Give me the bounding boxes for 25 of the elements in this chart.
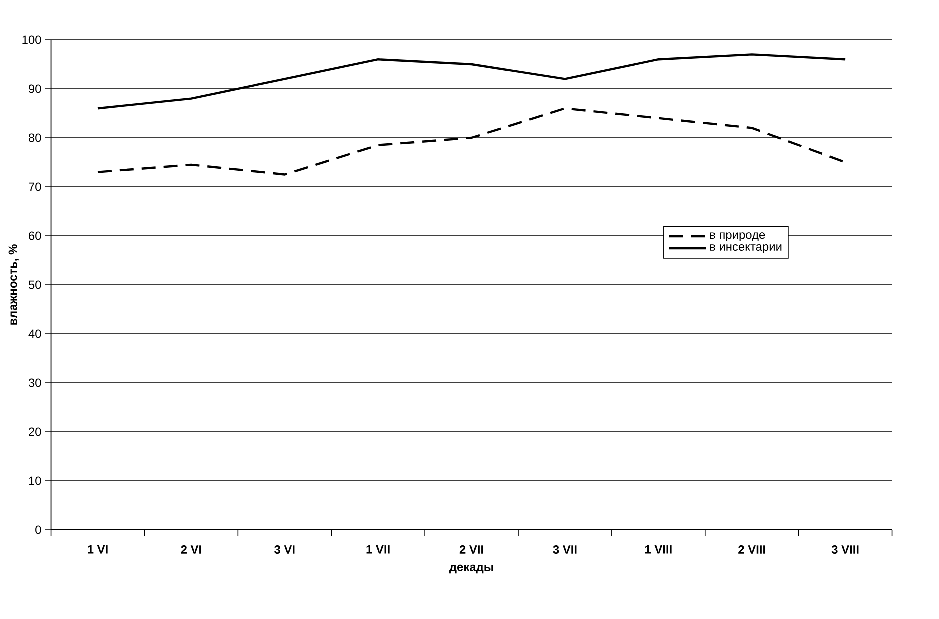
y-tick-label: 50 [28, 280, 42, 290]
y-tick-label: 60 [29, 232, 42, 240]
x-tick-label: 3 VIII [832, 546, 859, 554]
y-tick-label: 90 [29, 84, 42, 94]
y-tick-label: 40 [28, 330, 42, 338]
line-series [96, 54, 847, 110]
legend-label: в природе [710, 232, 766, 242]
x-tick-label: 1 VII [366, 546, 390, 554]
x-tick-label: 1 VI [88, 546, 108, 554]
y-tick-label: 100 [22, 36, 42, 44]
y-tick-label: 10 [29, 476, 42, 486]
x-tick-label: 3 VII [553, 546, 577, 554]
y-tick-label: 0 [36, 526, 42, 534]
legend-label: в инсектарии [710, 244, 782, 254]
x-axis-title: декады [450, 564, 494, 574]
x-tick-label: 2 VI [181, 546, 202, 554]
x-tick-label: 1 VIII [645, 546, 672, 554]
y-tick-label: 80 [28, 134, 42, 142]
y-tick-label: 70 [29, 182, 42, 192]
x-tick-label: 2 VIII [738, 546, 766, 554]
x-tick-label: 2 VII [460, 546, 484, 554]
y-tick-label: 20 [29, 428, 42, 436]
y-tick-label: 30 [28, 378, 42, 388]
x-tick-label: 3 VI [274, 546, 295, 554]
y-axis-title: влажность, % [8, 244, 19, 325]
